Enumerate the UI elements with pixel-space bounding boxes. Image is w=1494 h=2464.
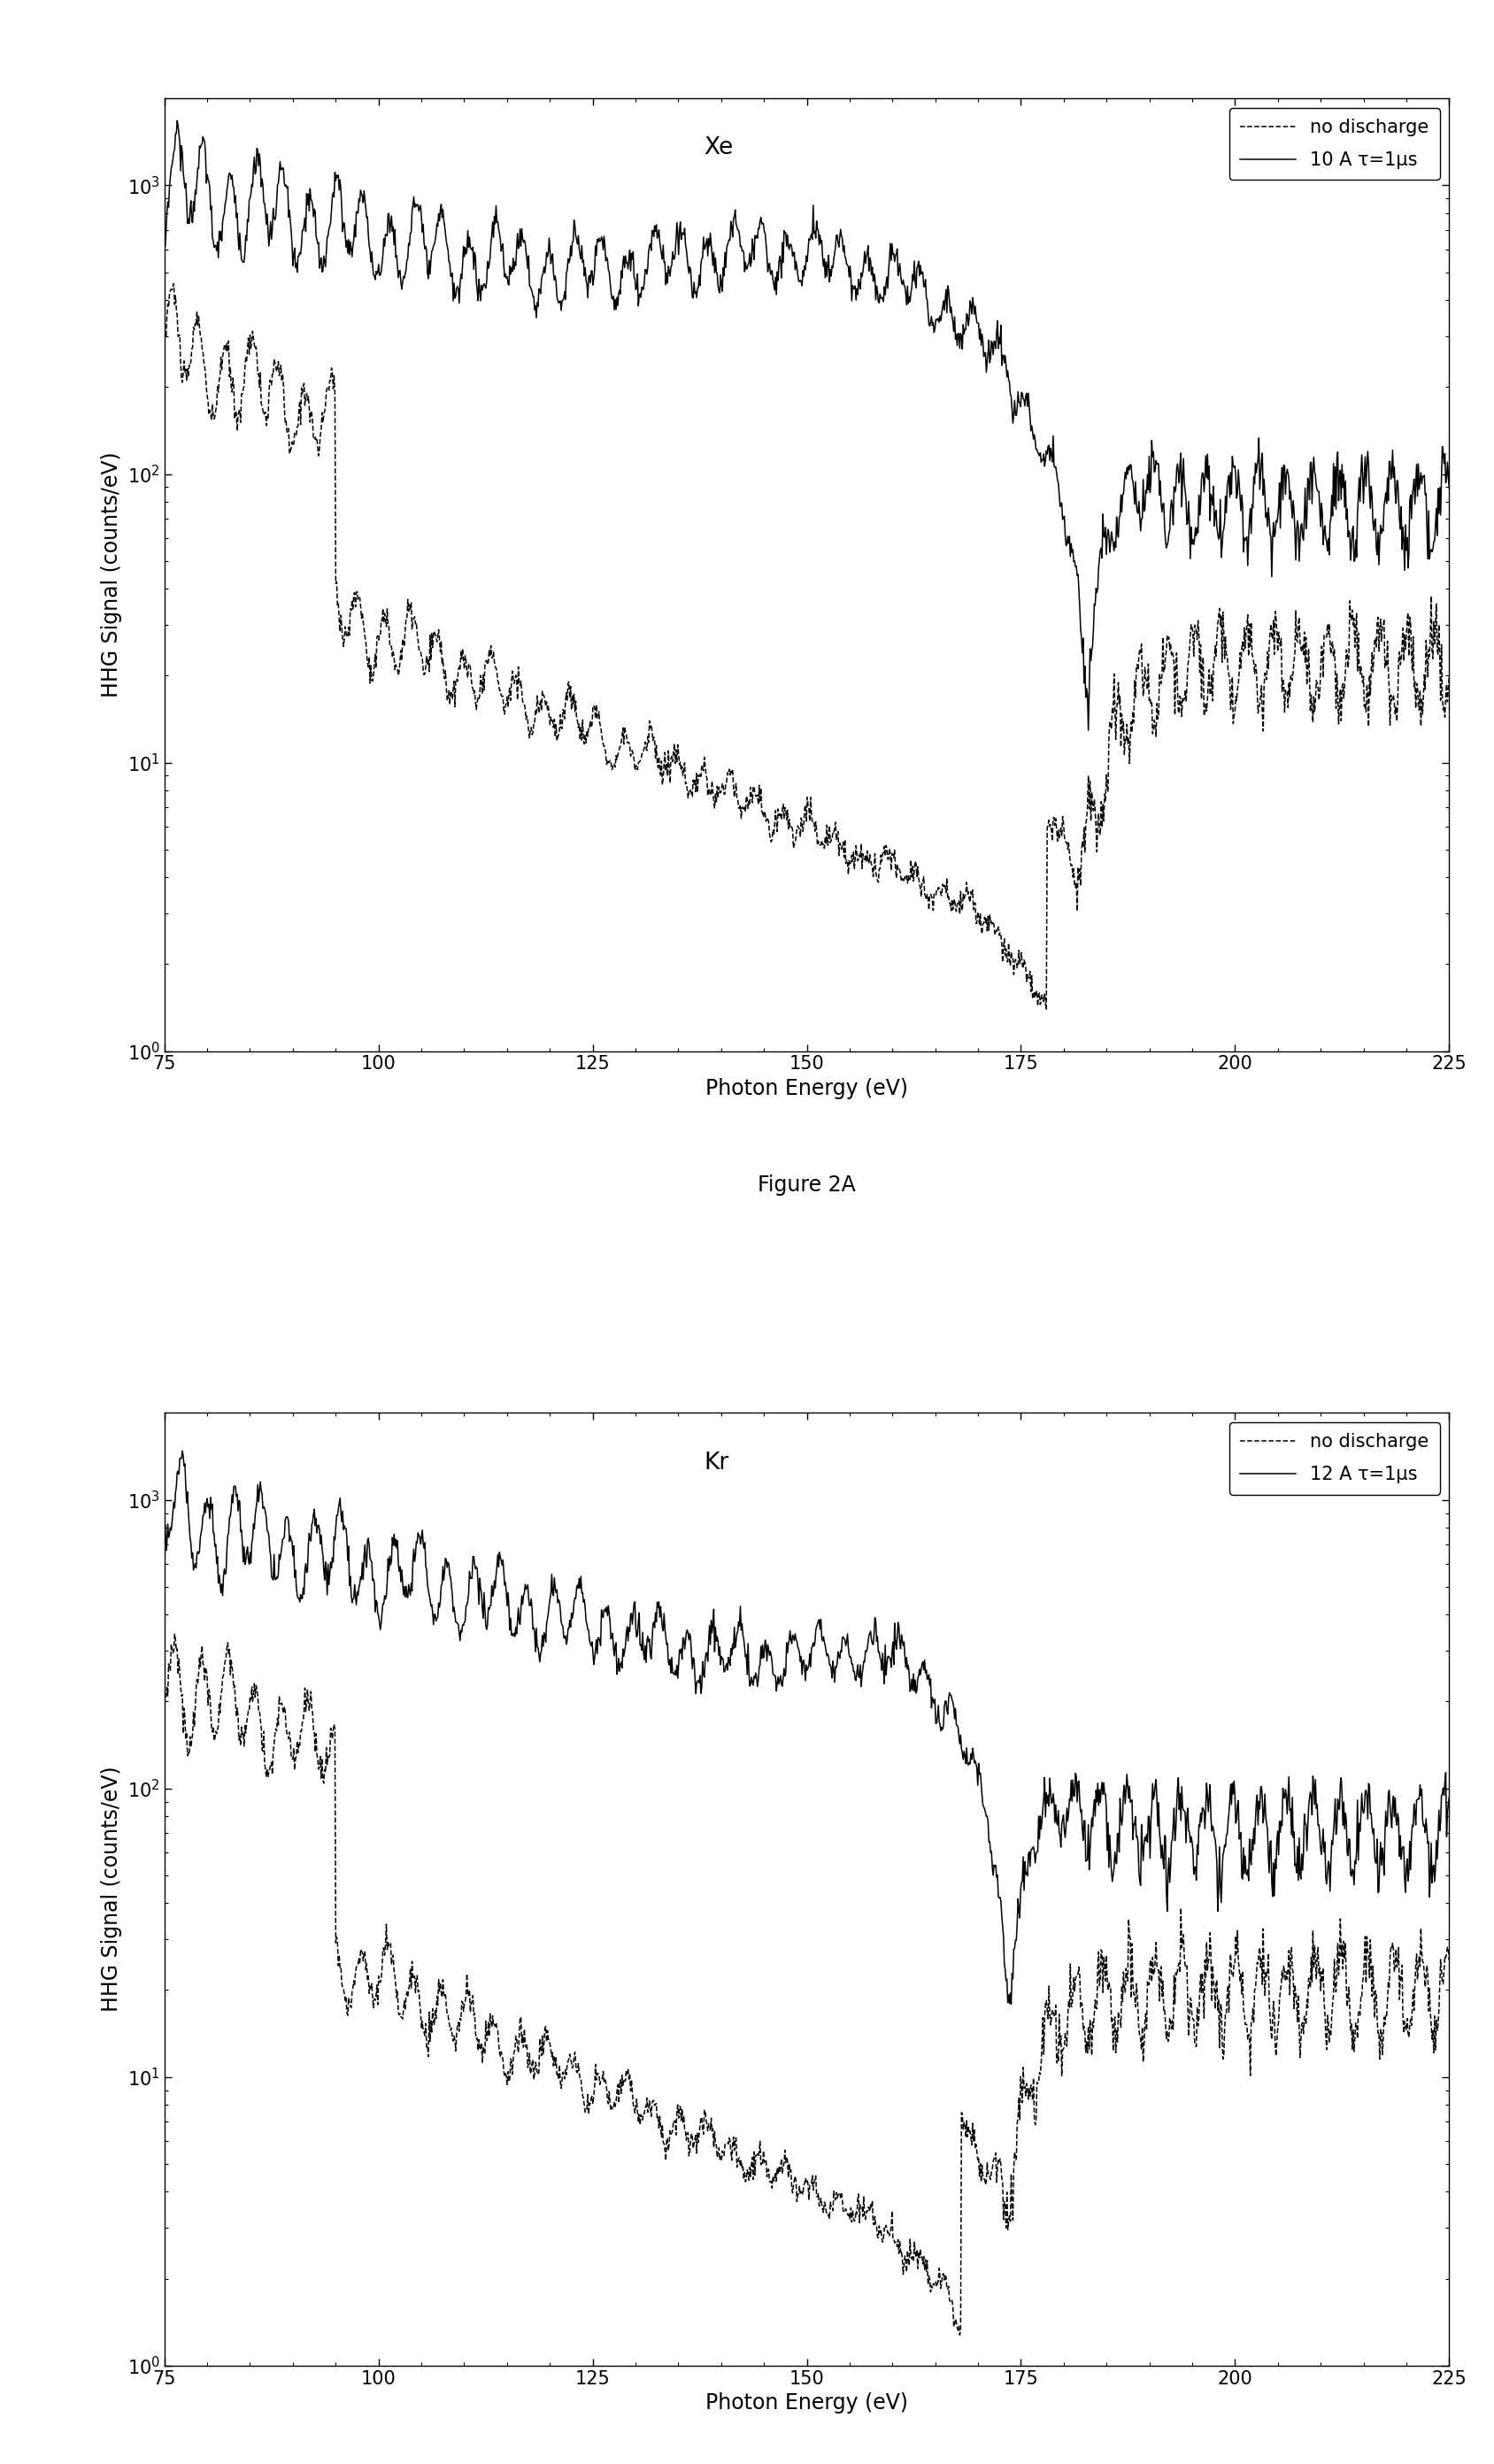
no discharge (308, 424, 326, 453)
10 A τ=1μs (1440, 473, 1458, 503)
no discharge (887, 862, 905, 892)
no discharge (308, 1740, 326, 1769)
10 A τ=1μs (155, 214, 173, 244)
Line: 10 A τ=1μs: 10 A τ=1μs (164, 121, 1449, 729)
Text: Xe: Xe (704, 136, 734, 160)
12 A τ=1μs (155, 1515, 173, 1545)
12 A τ=1μs (701, 1629, 719, 1658)
12 A τ=1μs (728, 1619, 746, 1648)
12 A τ=1μs (751, 1651, 769, 1680)
no discharge (255, 397, 273, 426)
10 A τ=1μs (169, 106, 187, 136)
no discharge (887, 2227, 905, 2257)
12 A τ=1μs (887, 1634, 905, 1663)
no discharge (155, 320, 173, 350)
Legend: no discharge, 10 A τ=1μs: no discharge, 10 A τ=1μs (1230, 108, 1440, 180)
no discharge (1440, 660, 1458, 690)
12 A τ=1μs (308, 1518, 326, 1547)
no discharge (164, 269, 182, 298)
X-axis label: Photon Energy (eV): Photon Energy (eV) (705, 1077, 908, 1099)
12 A τ=1μs (1440, 1784, 1458, 1814)
no discharge (728, 2154, 746, 2183)
10 A τ=1μs (887, 239, 905, 269)
no discharge (166, 1619, 184, 1648)
10 A τ=1μs (255, 190, 273, 219)
X-axis label: Photon Energy (eV): Photon Energy (eV) (705, 2393, 908, 2415)
no discharge (155, 1698, 173, 1727)
Text: Figure 2A: Figure 2A (757, 1175, 856, 1195)
no discharge (728, 784, 746, 813)
12 A τ=1μs (1002, 1988, 1020, 2018)
10 A τ=1μs (1079, 715, 1097, 744)
Legend: no discharge, 12 A τ=1μs: no discharge, 12 A τ=1μs (1230, 1422, 1440, 1496)
Line: no discharge: no discharge (164, 1634, 1449, 2336)
no discharge (751, 2126, 769, 2156)
12 A τ=1μs (173, 1437, 191, 1466)
no discharge (701, 2114, 719, 2144)
12 A τ=1μs (255, 1493, 273, 1523)
10 A τ=1μs (751, 207, 769, 237)
no discharge (255, 1747, 273, 1777)
no discharge (701, 781, 719, 811)
10 A τ=1μs (308, 224, 326, 254)
no discharge (950, 2321, 968, 2351)
no discharge (1037, 995, 1055, 1025)
Y-axis label: HHG Signal (counts/eV): HHG Signal (counts/eV) (102, 451, 123, 697)
10 A τ=1μs (728, 212, 746, 241)
Line: 12 A τ=1μs: 12 A τ=1μs (164, 1451, 1449, 2003)
Y-axis label: HHG Signal (counts/eV): HHG Signal (counts/eV) (102, 1767, 123, 2013)
10 A τ=1μs (701, 219, 719, 249)
Line: no discharge: no discharge (164, 283, 1449, 1010)
Text: Kr: Kr (704, 1451, 729, 1473)
no discharge (1440, 1947, 1458, 1976)
no discharge (751, 788, 769, 818)
